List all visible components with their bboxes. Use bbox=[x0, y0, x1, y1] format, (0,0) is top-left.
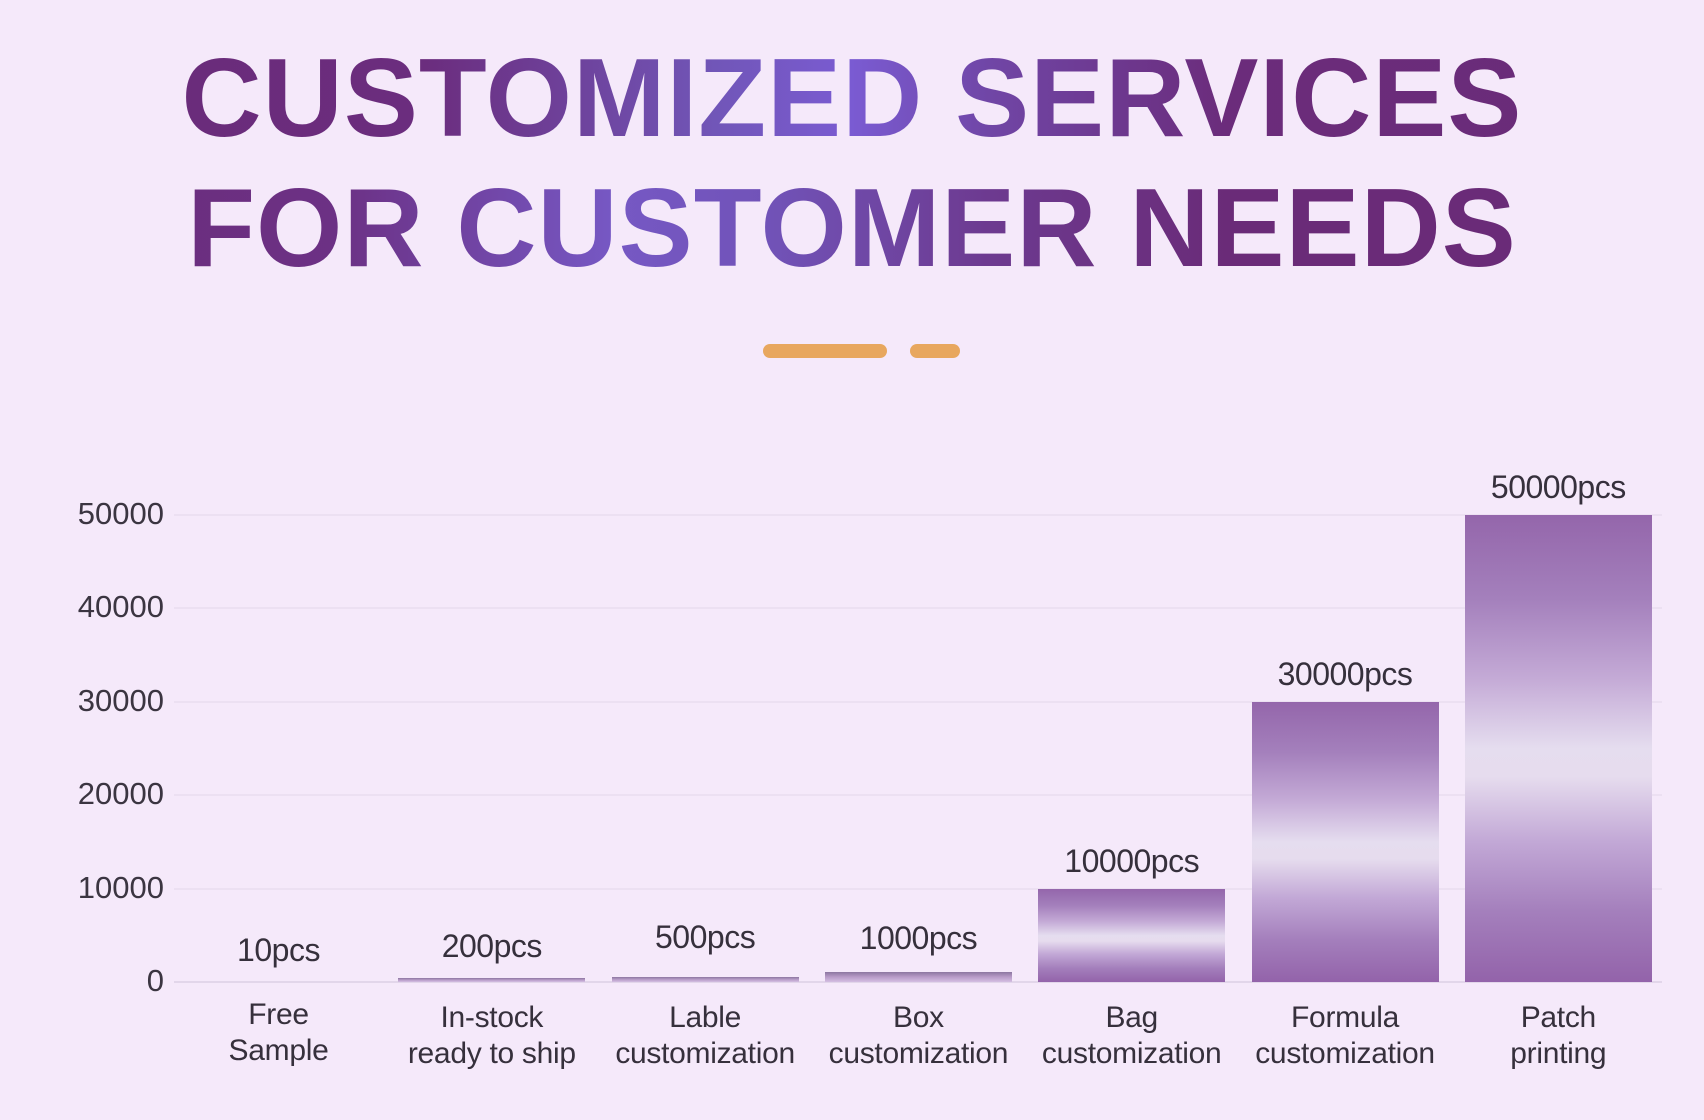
bar-value-label: 1000pcs bbox=[859, 920, 978, 956]
bar-formula-customization bbox=[1251, 701, 1439, 982]
bar-box-customization bbox=[824, 972, 1012, 982]
category-label-line: Sample bbox=[228, 1034, 329, 1067]
gridline bbox=[174, 514, 1662, 516]
y-tick-label: 10000 bbox=[77, 870, 164, 905]
y-tick-label: 20000 bbox=[77, 776, 164, 811]
category-label-line: Bag bbox=[1105, 1001, 1158, 1034]
y-tick-label: 40000 bbox=[77, 589, 164, 624]
bar-lable-customization bbox=[611, 977, 799, 982]
bar-patch-printing bbox=[1464, 515, 1652, 982]
category-label-line: customization bbox=[1041, 1037, 1222, 1070]
bar-value-label: 30000pcs bbox=[1277, 655, 1413, 692]
y-tick-label: 0 bbox=[146, 963, 164, 998]
category-label: Bag customization bbox=[1025, 1000, 1239, 1072]
category-label-line: Free bbox=[248, 998, 309, 1031]
bar-value-label: 200pcs bbox=[441, 928, 543, 964]
bar-value-label: 10pcs bbox=[237, 932, 320, 968]
gridline bbox=[174, 888, 1662, 890]
category-label-line: Lable bbox=[669, 1001, 742, 1034]
title-divider-short bbox=[910, 344, 960, 358]
x-axis-baseline bbox=[174, 981, 1662, 983]
category-label: In-stock ready to ship bbox=[385, 1000, 599, 1072]
y-tick-label: 50000 bbox=[77, 496, 164, 531]
category-label-line: In-stock bbox=[440, 1001, 544, 1034]
category-label: Formula customization bbox=[1238, 1000, 1452, 1072]
category-label: Free Sample bbox=[172, 997, 386, 1069]
bar-value-label: 50000pcs bbox=[1490, 469, 1626, 505]
gridline bbox=[174, 794, 1662, 796]
title-divider-long bbox=[763, 344, 887, 358]
category-label-line: printing bbox=[1510, 1037, 1607, 1070]
category-label: Box customization bbox=[811, 1000, 1025, 1072]
category-label-line: Box bbox=[892, 1001, 944, 1034]
bar-in-stock-ready-to-ship bbox=[398, 978, 586, 982]
category-label-line: Formula bbox=[1291, 1001, 1399, 1034]
category-label: Patch printing bbox=[1451, 1000, 1665, 1072]
category-label-line: customization bbox=[615, 1037, 795, 1070]
page-title-line-2: FOR CUSTOMER NEEDS bbox=[0, 173, 1704, 284]
bar-bag-customization bbox=[1038, 888, 1226, 982]
category-label-line: Patch bbox=[1520, 1001, 1597, 1034]
bar-value-label: 500pcs bbox=[655, 919, 756, 955]
bar-value-label: 10000pcs bbox=[1064, 842, 1200, 879]
y-tick-label: 30000 bbox=[77, 683, 164, 718]
gridline bbox=[174, 607, 1662, 609]
category-label-line: customization bbox=[1255, 1037, 1435, 1070]
page-title-line-1: CUSTOMIZED SERVICES bbox=[0, 43, 1704, 154]
category-label-line: customization bbox=[828, 1037, 1009, 1070]
category-label-line: ready to ship bbox=[407, 1037, 576, 1070]
gridline bbox=[174, 701, 1662, 703]
category-label: Lable customization bbox=[598, 1000, 812, 1072]
